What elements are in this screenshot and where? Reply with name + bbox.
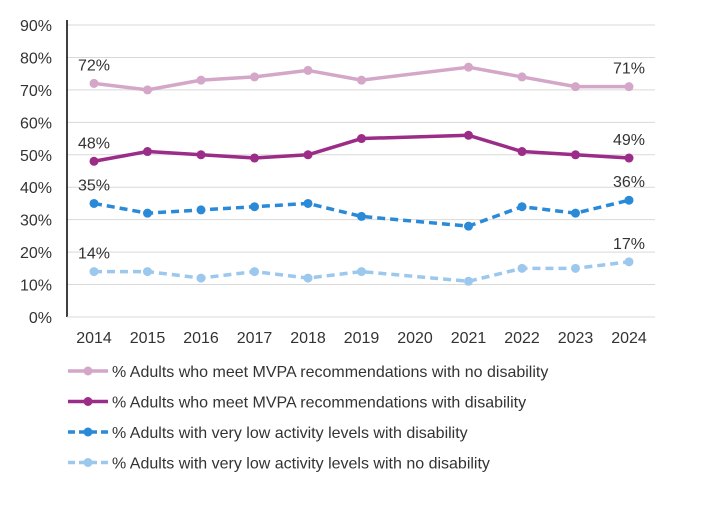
legend-marker <box>83 458 93 467</box>
data-point <box>464 62 473 72</box>
data-label: 49% <box>613 132 645 149</box>
legend-marker <box>83 427 93 437</box>
y-tick-label: 30% <box>20 213 52 230</box>
data-point <box>143 267 152 277</box>
y-tick-label: 90% <box>20 18 52 35</box>
data-point <box>303 198 313 208</box>
x-tick-label: 2016 <box>183 330 219 347</box>
series-line <box>93 65 629 92</box>
y-tick-label: 60% <box>20 115 52 132</box>
data-point <box>571 208 580 218</box>
y-tick-label: 20% <box>20 245 52 262</box>
x-tick-label: 2015 <box>130 330 166 347</box>
series-line <box>93 198 630 228</box>
data-point <box>303 273 313 283</box>
data-point <box>357 267 366 277</box>
y-tick-label: 40% <box>20 180 52 197</box>
data-point <box>464 276 473 286</box>
data-point <box>571 150 580 160</box>
data-point <box>196 205 206 215</box>
data-point <box>357 211 366 221</box>
data-point <box>624 153 634 163</box>
y-tick-label: 50% <box>20 148 52 165</box>
legend-label: % Adults who meet MVPA recommendations w… <box>112 364 548 381</box>
legend-label: % Adults with very low activity levels w… <box>112 456 490 473</box>
data-point <box>196 273 206 283</box>
data-point <box>143 208 152 218</box>
data-point <box>89 198 99 208</box>
legend-label: % Adults with very low activity levels w… <box>112 425 468 442</box>
data-label: 72% <box>78 57 110 74</box>
data-label: 17% <box>613 236 645 253</box>
y-tick-label: 70% <box>20 83 52 100</box>
data-point <box>624 257 634 267</box>
data-point <box>517 147 527 157</box>
data-label: 71% <box>613 61 645 78</box>
x-tick-label: 2019 <box>344 330 380 347</box>
series-line <box>94 260 630 284</box>
data-point <box>303 65 313 75</box>
data-point <box>143 85 152 95</box>
data-label: 36% <box>613 174 645 191</box>
data-point <box>250 202 259 212</box>
y-tick-label: 80% <box>20 50 52 67</box>
data-point <box>357 134 366 144</box>
x-tick-label: 2021 <box>451 330 487 347</box>
data-point <box>357 75 366 85</box>
data-point <box>250 153 259 163</box>
x-tick-label: 2018 <box>290 330 326 347</box>
data-point <box>89 267 99 277</box>
x-tick-label: 2023 <box>558 330 594 347</box>
data-point <box>143 147 152 157</box>
data-point <box>89 156 99 166</box>
data-point <box>196 150 206 160</box>
data-label: 35% <box>78 177 110 194</box>
y-tick-label: 10% <box>20 278 52 295</box>
data-point <box>517 202 527 212</box>
data-point <box>464 221 473 231</box>
data-point <box>517 72 527 82</box>
data-point <box>624 195 634 205</box>
x-tick-label: 2022 <box>504 330 540 347</box>
y-tick-label: 0% <box>29 310 52 327</box>
x-tick-label: 2020 <box>397 330 433 347</box>
data-point <box>464 130 473 140</box>
x-tick-label: 2017 <box>237 330 273 347</box>
x-tick-label: 2014 <box>76 330 112 347</box>
data-point <box>250 72 259 82</box>
data-point <box>250 267 259 277</box>
data-label: 14% <box>78 246 110 263</box>
legend-label: % Adults who meet MVPA recommendations w… <box>112 395 526 412</box>
data-point <box>303 150 313 160</box>
data-point <box>517 263 527 273</box>
legend-marker <box>83 366 93 376</box>
data-point <box>89 78 99 88</box>
x-tick-label: 2024 <box>611 330 647 347</box>
data-point <box>571 82 580 92</box>
data-point <box>196 75 206 85</box>
series-line <box>93 133 630 163</box>
legend-marker <box>83 397 93 406</box>
data-label: 48% <box>78 135 110 152</box>
data-point <box>571 263 580 273</box>
data-point <box>624 82 634 92</box>
